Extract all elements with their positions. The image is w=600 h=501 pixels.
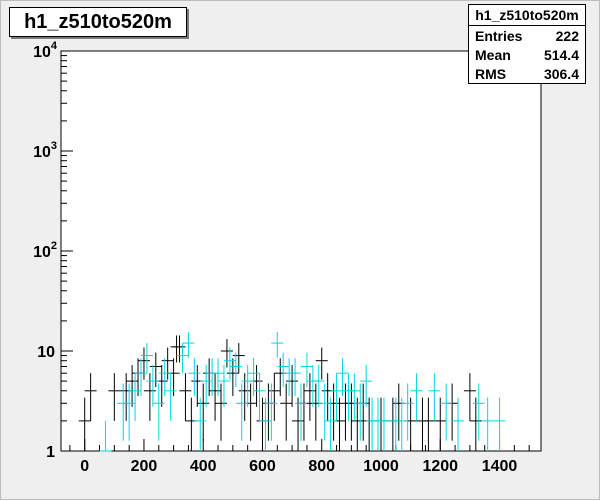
data-point — [84, 373, 97, 421]
data-point — [164, 373, 177, 421]
data-point — [315, 347, 328, 380]
data-point — [232, 343, 245, 374]
data-point — [428, 373, 441, 421]
data-point — [212, 358, 225, 396]
stats-row-rms: RMS 306.4 — [469, 64, 585, 83]
x-tick-label: 600 — [249, 458, 276, 475]
data-point — [395, 397, 408, 451]
data-point — [229, 352, 242, 388]
data-point — [493, 397, 506, 451]
stats-label-rms: RMS — [475, 65, 507, 82]
x-tick-label: 1200 — [422, 458, 458, 475]
y-tick-label: 104 — [33, 40, 58, 61]
data-point — [410, 373, 423, 421]
data-point — [318, 383, 331, 441]
data-point — [481, 397, 494, 451]
data-point — [336, 358, 349, 396]
data-point — [434, 397, 447, 451]
x-tick-label: 800 — [308, 458, 335, 475]
data-point — [268, 373, 281, 421]
data-point — [440, 383, 453, 441]
data-point — [137, 347, 150, 380]
data-point — [188, 358, 201, 396]
data-point — [158, 358, 171, 396]
histogram-title-box: h1_z510to520m — [9, 7, 187, 37]
y-tick-label: 10 — [37, 344, 55, 361]
data-point — [197, 383, 210, 441]
data-point — [360, 365, 373, 407]
data-point — [324, 397, 337, 451]
y-tick-label: 1 — [46, 444, 55, 461]
data-point — [241, 365, 254, 407]
data-point — [126, 365, 139, 407]
data-point — [280, 383, 293, 441]
stats-box: h1_z510to520m Entries 222 Mean 514.4 RMS… — [468, 4, 586, 84]
data-point — [348, 373, 361, 421]
x-tick-label: 1400 — [482, 458, 518, 475]
data-point — [161, 347, 174, 380]
data-point — [401, 383, 414, 441]
stats-value-rms: 306.4 — [543, 65, 579, 82]
stats-value-entries: 222 — [555, 27, 579, 44]
data-point — [289, 358, 302, 396]
data-point — [129, 373, 142, 421]
histogram-title: h1_z510to520m — [24, 10, 172, 33]
data-point — [223, 347, 236, 380]
x-tick-label: 0 — [80, 458, 89, 475]
data-point — [173, 335, 186, 363]
data-point — [217, 365, 230, 407]
stats-label-entries: Entries — [475, 27, 523, 44]
data-point — [152, 383, 165, 441]
data-point — [182, 332, 195, 358]
data-point — [176, 343, 189, 374]
data-point — [78, 397, 91, 451]
data-point — [330, 373, 343, 421]
data-point — [253, 373, 266, 421]
data-point — [463, 373, 476, 421]
data-point — [354, 383, 367, 441]
data-point — [472, 383, 485, 441]
data-point — [194, 397, 207, 451]
data-point — [377, 397, 390, 451]
data-point — [123, 383, 136, 441]
x-tick-label: 400 — [190, 458, 217, 475]
data-point — [135, 358, 147, 396]
stats-row-entries: Entries 222 — [469, 26, 585, 45]
y-tick-label: 102 — [33, 240, 57, 261]
data-point — [277, 352, 290, 388]
data-point — [265, 383, 278, 441]
data-point — [99, 420, 112, 452]
x-tick-label: 200 — [131, 458, 158, 475]
data-point — [295, 383, 307, 441]
data-point — [200, 365, 213, 407]
data-point — [226, 358, 239, 396]
data-point — [235, 383, 248, 441]
stats-label-mean: Mean — [475, 46, 511, 63]
y-tick-label: 103 — [33, 140, 57, 161]
data-point — [108, 373, 121, 421]
data-point — [292, 397, 305, 451]
stats-header: h1_z510to520m — [469, 5, 585, 26]
data-point — [469, 397, 482, 451]
data-point — [179, 373, 192, 421]
data-point — [220, 339, 233, 368]
data-point — [215, 383, 227, 441]
x-tick-label: 1000 — [363, 458, 399, 475]
data-point — [140, 343, 153, 374]
data-point — [422, 397, 435, 451]
data-point — [247, 358, 260, 396]
stats-value-mean: 514.4 — [543, 46, 579, 63]
data-point — [286, 365, 299, 407]
data-point — [271, 332, 284, 358]
data-point — [209, 373, 222, 421]
data-point — [312, 365, 325, 407]
data-point — [259, 397, 272, 451]
data-point — [452, 397, 465, 451]
stats-row-mean: Mean 514.4 — [469, 45, 585, 64]
data-point — [146, 365, 159, 407]
data-point — [351, 397, 364, 451]
